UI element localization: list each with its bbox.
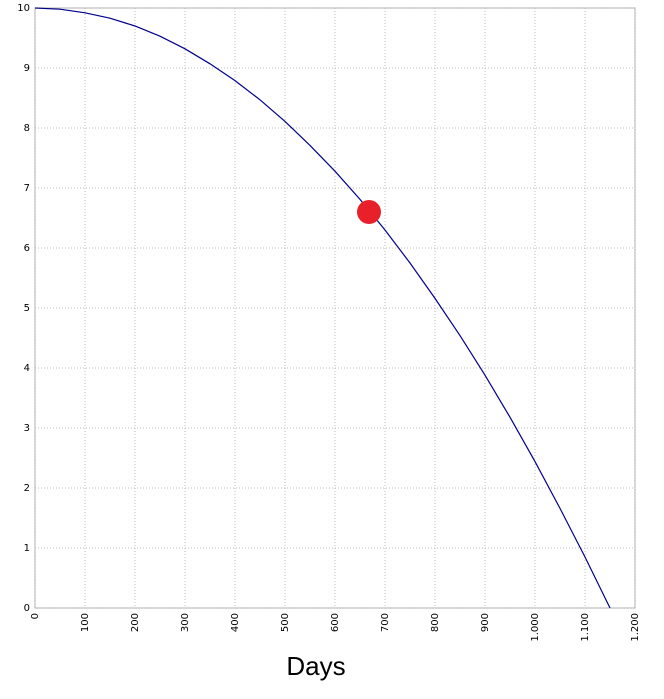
x-tick-label: 0 (30, 613, 41, 619)
y-tick-label: 5 (24, 303, 30, 314)
y-tick-label: 4 (24, 363, 30, 374)
y-tick-label: 0 (24, 603, 30, 614)
marker-point (357, 200, 381, 224)
x-tick-label: 300 (180, 613, 191, 632)
x-axis-label: Days (286, 651, 345, 681)
y-tick-label: 6 (24, 243, 30, 254)
line-series (34, 7, 611, 609)
x-tick-label: 600 (330, 613, 341, 632)
y-tick-label: 9 (24, 63, 30, 74)
x-tick-label: 700 (380, 613, 391, 632)
y-tick-label: 3 (24, 423, 30, 434)
x-tick-label: 1.200 (630, 613, 641, 642)
x-tick-label: 100 (80, 613, 91, 632)
x-tick-label: 1.100 (580, 613, 591, 642)
x-tick-label: 400 (230, 613, 241, 632)
y-tick-label: 2 (24, 483, 30, 494)
y-tick-label: 1 (24, 543, 30, 554)
y-tick-label: 7 (24, 183, 30, 194)
x-tick-label: 200 (130, 613, 141, 632)
y-tick-label: 8 (24, 123, 30, 134)
x-tick-label: 800 (430, 613, 441, 632)
x-tick-label: 500 (280, 613, 291, 632)
y-tick-label: 10 (17, 3, 30, 14)
x-tick-label: 900 (480, 613, 491, 632)
x-tick-label: 1.000 (530, 613, 541, 642)
